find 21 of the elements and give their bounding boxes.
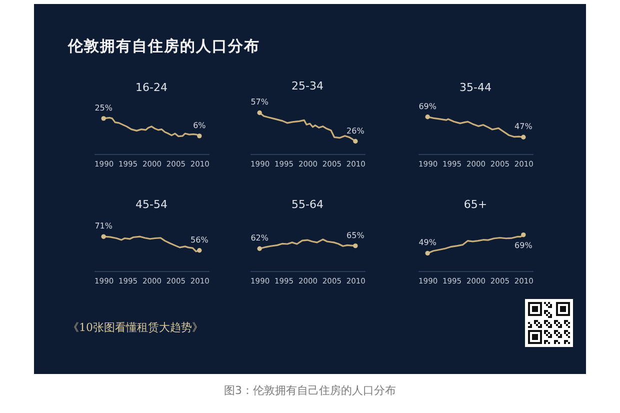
chart-title: 25-34 [292, 80, 324, 93]
data-label: 71% [94, 222, 113, 231]
text: 《10张图看懂租赁大趋势》 [68, 320, 203, 335]
chart-title: 55-64 [292, 198, 324, 211]
data-label: 49% [418, 238, 437, 248]
data-label: 62% [250, 234, 269, 243]
data-label: 26% [346, 126, 365, 136]
caption: 图3：伦敦拥有自己住房的人口分布 [224, 383, 396, 398]
chart-title: 16-24 [136, 81, 168, 94]
chart-title: 35-44 [460, 81, 492, 94]
data-label: 65% [346, 230, 365, 240]
chart-title: 45-54 [136, 198, 168, 211]
data-label: 57% [250, 98, 269, 107]
data-label: 6% [193, 120, 206, 130]
chart-title: 65+ [464, 198, 488, 211]
data-label: 69% [418, 102, 437, 111]
text: 伦敦拥有自住房的人口分布 [68, 37, 260, 56]
data-label: 56% [190, 235, 209, 244]
data-label: 69% [514, 240, 533, 250]
data-label: 25% [94, 103, 113, 112]
data-label: 47% [514, 122, 533, 132]
